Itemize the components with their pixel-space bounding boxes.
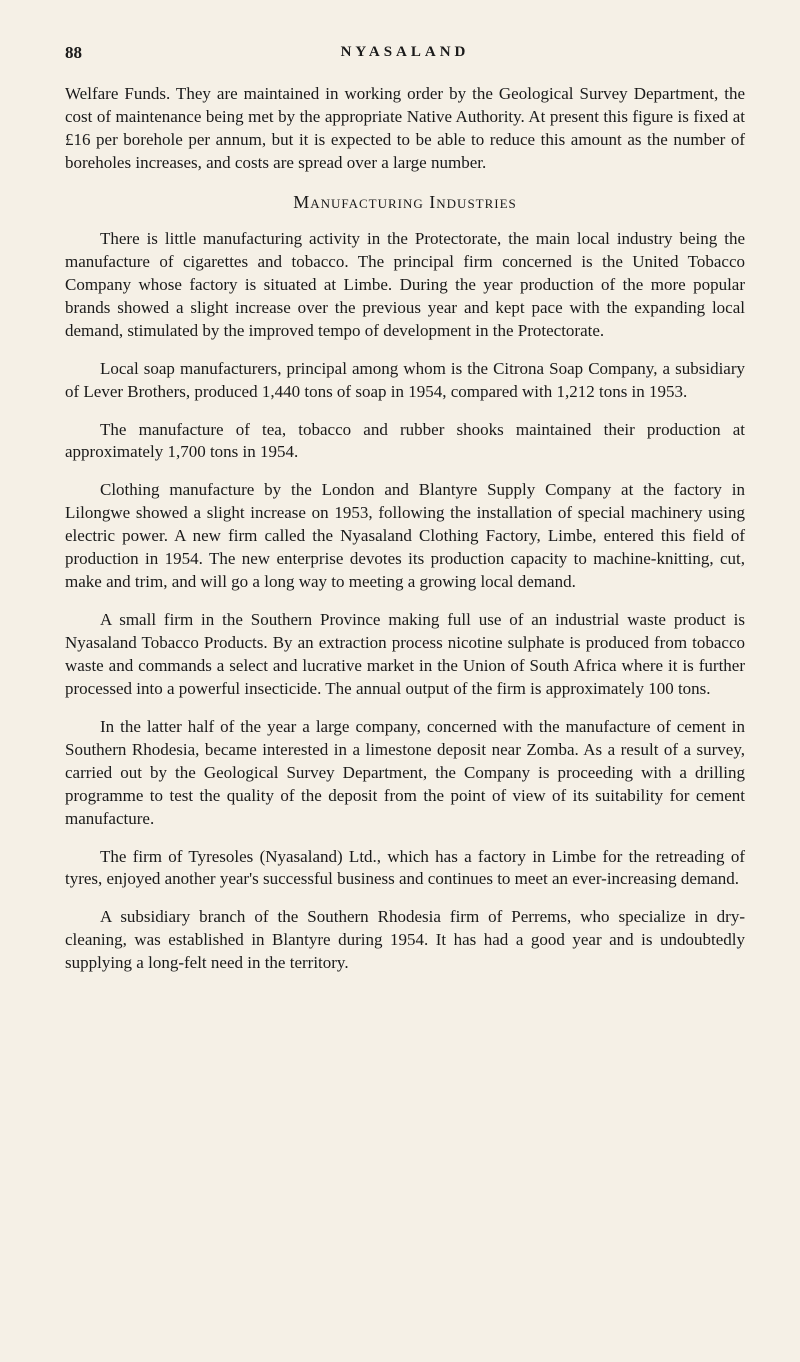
page-header: 88 NYASALAND — [65, 42, 745, 65]
body-paragraph: Welfare Funds. They are maintained in wo… — [65, 83, 745, 175]
body-paragraph: Clothing manufacture by the London and B… — [65, 479, 745, 594]
header-spacer — [741, 42, 745, 65]
running-title: NYASALAND — [341, 42, 470, 62]
body-paragraph: The manufacture of tea, tobacco and rubb… — [65, 419, 745, 465]
body-paragraph: The firm of Tyresoles (Nyasaland) Ltd., … — [65, 846, 745, 892]
body-paragraph: In the latter half of the year a large c… — [65, 716, 745, 831]
body-paragraph: There is little manufacturing activity i… — [65, 228, 745, 343]
section-heading: Manufacturing Industries — [65, 190, 745, 214]
page-number: 88 — [65, 42, 82, 65]
body-paragraph: Local soap manufacturers, principal amon… — [65, 358, 745, 404]
body-paragraph: A small firm in the Southern Province ma… — [65, 609, 745, 701]
body-paragraph: A subsidiary branch of the Southern Rhod… — [65, 906, 745, 975]
